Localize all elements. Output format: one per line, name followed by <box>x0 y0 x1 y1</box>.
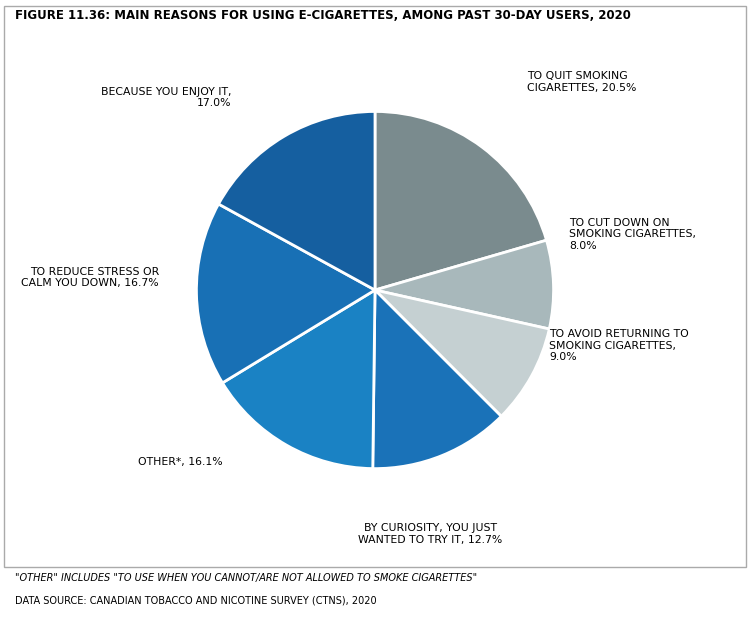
Text: "OTHER" INCLUDES "TO USE WHEN YOU CANNOT/ARE NOT ALLOWED TO SMOKE CIGARETTES": "OTHER" INCLUDES "TO USE WHEN YOU CANNOT… <box>15 574 477 583</box>
Wedge shape <box>218 112 375 290</box>
Text: TO QUIT SMOKING
CIGARETTES, 20.5%: TO QUIT SMOKING CIGARETTES, 20.5% <box>527 71 637 93</box>
Text: FIGURE 11.36: MAIN REASONS FOR USING E-CIGARETTES, AMONG PAST 30-DAY USERS, 2020: FIGURE 11.36: MAIN REASONS FOR USING E-C… <box>15 9 631 22</box>
Text: TO CUT DOWN ON
SMOKING CIGARETTES,
8.0%: TO CUT DOWN ON SMOKING CIGARETTES, 8.0% <box>568 218 696 251</box>
Wedge shape <box>223 290 375 469</box>
Text: DATA SOURCE: CANADIAN TOBACCO AND NICOTINE SURVEY (CTNS), 2020: DATA SOURCE: CANADIAN TOBACCO AND NICOTI… <box>15 595 376 605</box>
Wedge shape <box>373 290 501 469</box>
Wedge shape <box>375 112 547 290</box>
Text: TO REDUCE STRESS OR
CALM YOU DOWN, 16.7%: TO REDUCE STRESS OR CALM YOU DOWN, 16.7% <box>22 267 159 288</box>
Text: OTHER*, 16.1%: OTHER*, 16.1% <box>138 458 223 467</box>
Wedge shape <box>375 240 554 329</box>
Wedge shape <box>196 204 375 383</box>
Text: BY CURIOSITY, YOU JUST
WANTED TO TRY IT, 12.7%: BY CURIOSITY, YOU JUST WANTED TO TRY IT,… <box>358 523 503 545</box>
Text: TO AVOID RETURNING TO
SMOKING CIGARETTES,
9.0%: TO AVOID RETURNING TO SMOKING CIGARETTES… <box>549 329 689 363</box>
Text: BECAUSE YOU ENJOY IT,
17.0%: BECAUSE YOU ENJOY IT, 17.0% <box>100 87 231 108</box>
Wedge shape <box>375 290 549 416</box>
